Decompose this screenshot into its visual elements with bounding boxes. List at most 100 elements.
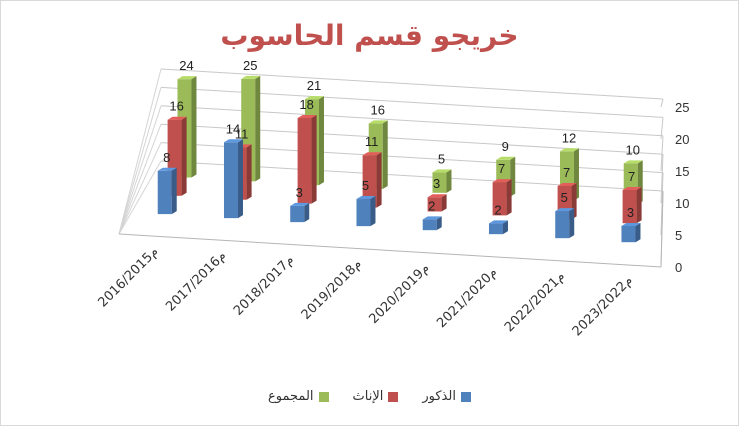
- bar: [223, 142, 238, 219]
- legend-label-total: المجموع: [268, 389, 314, 404]
- data-label: 5: [561, 190, 568, 205]
- bar-side: [502, 220, 508, 235]
- bar: [432, 172, 447, 193]
- y-tick-label: 5: [675, 228, 682, 243]
- bar-side: [370, 196, 376, 227]
- legend-swatch-males: [460, 391, 471, 402]
- bar-top: [297, 115, 317, 119]
- bar: [290, 205, 305, 223]
- bar-top: [167, 116, 187, 120]
- bar-side: [446, 169, 452, 193]
- bar-top: [488, 220, 508, 224]
- bar-side: [171, 167, 177, 215]
- bar-top: [362, 152, 382, 156]
- x-tick-label: 2022/2021م: [502, 269, 568, 335]
- data-label: 7: [628, 169, 635, 184]
- gridline-left: [118, 87, 162, 235]
- bar-top: [492, 179, 512, 183]
- x-tick-label: 2018/2017م: [231, 253, 297, 319]
- bar-side: [436, 216, 442, 231]
- bar-side: [304, 202, 310, 223]
- legend-label-males: الذكور: [422, 389, 456, 404]
- bar: [488, 223, 503, 235]
- bar: [622, 189, 637, 224]
- bar-top: [559, 148, 579, 152]
- x-tick-label: 2019/2018م: [299, 257, 365, 323]
- bar-top: [623, 160, 643, 164]
- legend: الذكور الإناث المجموع: [1, 389, 738, 404]
- bar-side: [311, 115, 317, 204]
- bar-top: [177, 76, 197, 80]
- bar-side: [441, 194, 447, 212]
- gridline-left: [118, 105, 162, 235]
- bar-side: [569, 208, 575, 239]
- bar-top: [157, 167, 177, 171]
- bar-top: [422, 216, 442, 220]
- gridline-left: [118, 124, 162, 235]
- legend-item-total: المجموع: [268, 389, 329, 404]
- data-label: 25: [243, 58, 257, 73]
- data-label: 5: [362, 178, 369, 193]
- data-label: 24: [179, 58, 193, 73]
- data-label: 12: [562, 130, 576, 145]
- x-tick-label: 2016/2015م: [96, 244, 162, 310]
- floor-edge: [118, 233, 662, 268]
- data-label: 16: [370, 102, 384, 117]
- bar-top: [432, 169, 452, 173]
- bar-side: [376, 152, 382, 208]
- bar-side: [246, 144, 252, 200]
- data-label: 5: [438, 151, 445, 166]
- gridline: [160, 86, 664, 118]
- y-tick-label: 15: [675, 164, 689, 179]
- y-tick-label: 25: [675, 100, 689, 115]
- bar-side: [636, 186, 642, 224]
- data-label: 18: [299, 97, 313, 112]
- bar-side: [318, 96, 324, 186]
- bar-side: [181, 116, 187, 196]
- data-label: 7: [563, 165, 570, 180]
- bar: [157, 170, 172, 215]
- data-label: 3: [433, 176, 440, 191]
- gridline-side: [660, 172, 664, 236]
- gridline-side: [660, 135, 664, 172]
- bar-top: [622, 186, 642, 190]
- data-label: 3: [296, 185, 303, 200]
- bar-top: [555, 208, 575, 212]
- bar-side: [255, 75, 261, 182]
- bar: [422, 219, 437, 231]
- legend-item-males: الذكور: [422, 389, 471, 404]
- data-label: 8: [163, 150, 170, 165]
- x-tick-label: 2021/2020م: [434, 265, 500, 331]
- data-label: 11: [235, 126, 249, 141]
- gridline-side: [660, 98, 664, 108]
- floor-right-edge: [660, 190, 664, 268]
- data-label: 11: [365, 134, 379, 149]
- gridline-left: [118, 160, 162, 235]
- gridline-left: [118, 142, 162, 235]
- bar: [555, 211, 570, 239]
- bar-top: [368, 120, 388, 124]
- bar-side: [506, 179, 512, 216]
- bar-top: [621, 222, 641, 226]
- bar: [356, 199, 371, 227]
- bar-top: [241, 75, 261, 79]
- gridline-side: [660, 154, 664, 204]
- bar: [297, 118, 312, 204]
- legend-swatch-total: [318, 391, 329, 402]
- bar-side: [635, 222, 641, 243]
- bar-top: [304, 96, 324, 100]
- bar-side: [191, 76, 197, 178]
- bar: [492, 182, 507, 216]
- x-tick-label: 2017/2016م: [163, 248, 229, 314]
- data-label: 16: [169, 99, 183, 114]
- y-tick-label: 20: [675, 132, 689, 147]
- gridline-side: [660, 117, 664, 140]
- gridline-left: [118, 68, 162, 235]
- bar-top: [496, 156, 516, 160]
- bar-side: [382, 120, 388, 189]
- bar-top: [223, 139, 243, 143]
- data-label: 21: [307, 78, 321, 93]
- data-label: 2: [428, 198, 435, 213]
